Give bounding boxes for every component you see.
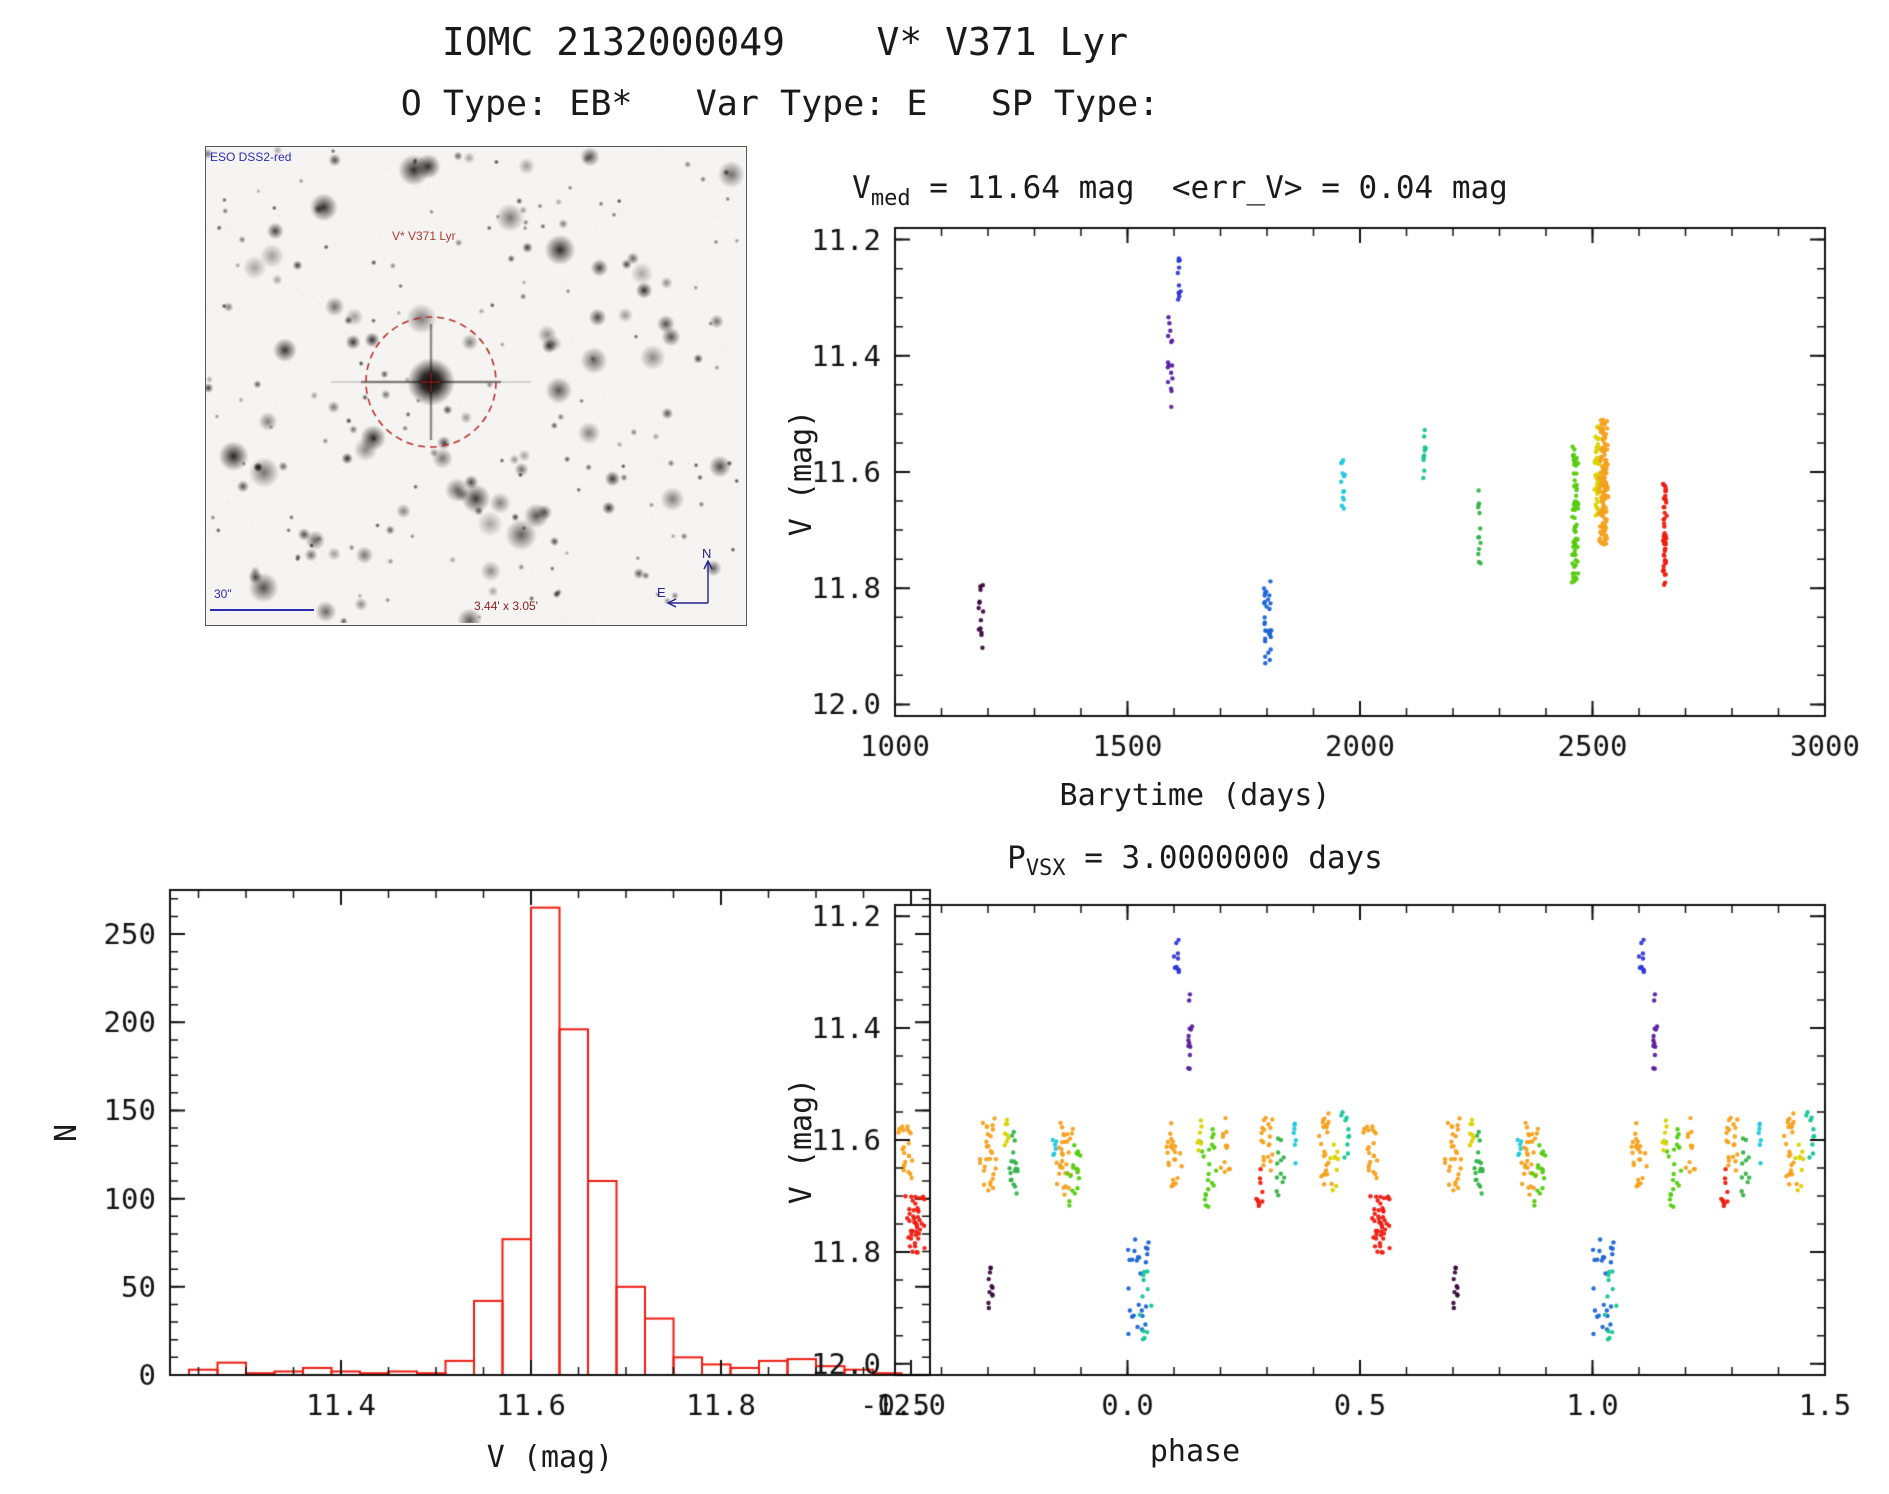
phasecurve-ylabel: V (mag) <box>784 1077 819 1205</box>
lightcurve-plot <box>790 148 1889 848</box>
lightcurve-title-post: = 11.64 mag <err_V> = 0.04 mag <box>910 170 1508 206</box>
scale-bar-label: 30" <box>214 587 232 601</box>
lightcurve-title-sub: med <box>870 186 911 212</box>
phasecurve-xlabel: phase <box>1149 1434 1241 1469</box>
lightcurve-panel: Vmed = 11.64 mag <err_V> = 0.04 mag Bary… <box>784 148 1889 848</box>
lightcurve-title: Vmed = 11.64 mag <err_V> = 0.04 mag <box>830 170 1530 211</box>
survey-label: ESO DSS2-red <box>210 150 292 164</box>
phasecurve-title-pre: P <box>1007 840 1026 876</box>
compass-east-label: E <box>657 585 666 600</box>
fov-label: 3.44' x 3.05' <box>474 599 538 613</box>
scale-bar <box>210 609 314 611</box>
phasecurve-title-post: = 3.0000000 days <box>1065 840 1383 876</box>
lightcurve-ylabel: V (mag) <box>784 409 819 537</box>
histogram-ylabel: N <box>49 1123 84 1143</box>
compass-icon: N E <box>657 547 713 608</box>
phasecurve-title-sub: VSX <box>1025 856 1066 882</box>
phasecurve-plot <box>790 828 1889 1494</box>
phasecurve-panel: PVSX = 3.0000000 days phase V (mag) <box>784 828 1889 1494</box>
compass-north-label: N <box>702 547 711 561</box>
phasecurve-title: PVSX = 3.0000000 days <box>845 840 1545 881</box>
finder-chart-panel: ESO DSS2-red V* V371 Lyr 30" 3.44' x 3.0… <box>205 146 747 626</box>
histogram-xlabel: V (mag) <box>486 1440 614 1475</box>
target-label: V* V371 Lyr <box>392 229 456 243</box>
page-title: IOMC 2132000049 V* V371 Lyr <box>441 20 1129 64</box>
page-subtitle: O Type: EB* Var Type: E SP Type: <box>400 84 1160 124</box>
lightcurve-xlabel: Barytime (days) <box>1059 778 1331 813</box>
lightcurve-title-pre: V <box>852 170 871 206</box>
starfield-image <box>206 147 744 623</box>
